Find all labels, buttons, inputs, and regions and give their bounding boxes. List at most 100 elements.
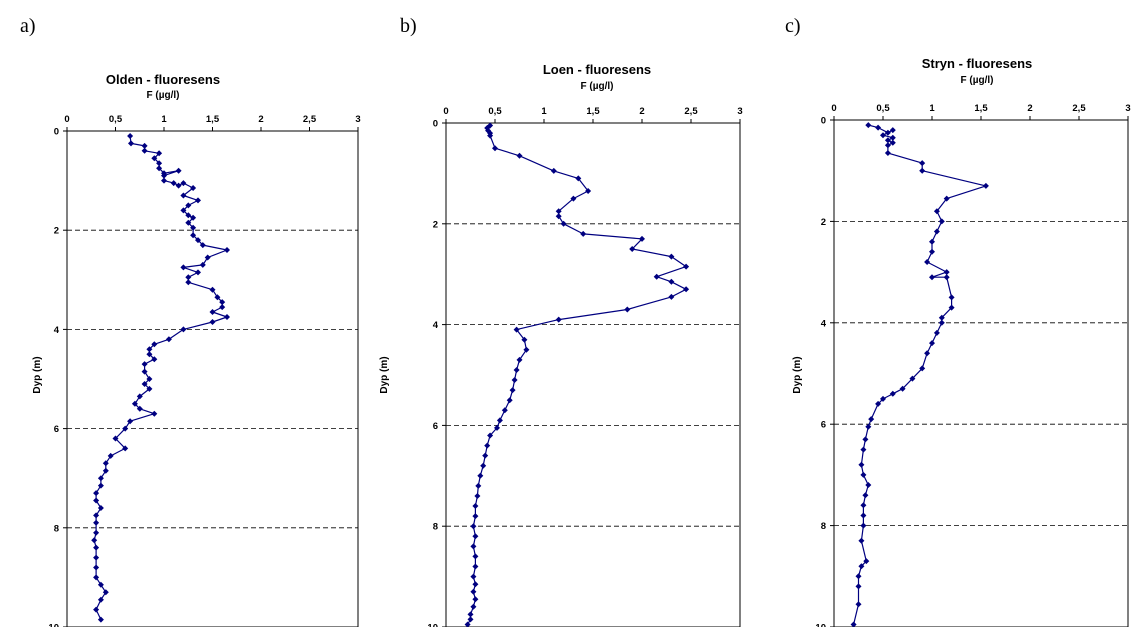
y-tick-label: 2 [54, 226, 59, 237]
data-point [156, 150, 163, 157]
y-tick-label: 2 [433, 219, 438, 230]
data-point [865, 482, 872, 488]
x-tick-label: 1 [541, 106, 547, 117]
data-point [170, 180, 177, 187]
data-point [580, 230, 587, 237]
data-point [195, 237, 201, 244]
y-tick-label: 2 [821, 217, 826, 228]
data-point [127, 418, 134, 425]
data-point [575, 175, 582, 182]
y-axis-title-olden: Dyp (m) [32, 356, 43, 393]
data-point [127, 133, 134, 139]
data-point [982, 182, 989, 189]
data-point [467, 611, 474, 618]
y-tick-label: 4 [821, 318, 827, 329]
y-axis-title-loen: Dyp (m) [379, 356, 390, 393]
data-point [472, 581, 479, 588]
data-point [683, 286, 690, 293]
data-point [91, 537, 98, 544]
data-point [668, 253, 675, 260]
data-point [209, 286, 216, 293]
data-point [480, 462, 487, 469]
data-point [97, 482, 104, 489]
data-point [93, 574, 100, 581]
data-point [855, 573, 862, 580]
x-tick-label: 0 [831, 103, 836, 114]
data-point [209, 319, 216, 325]
x-tick-label: 2,5 [303, 114, 317, 125]
data-point [889, 127, 896, 134]
data-point [629, 246, 636, 252]
data-point [180, 264, 187, 271]
data-point [509, 387, 516, 394]
data-point [889, 390, 896, 397]
data-point [97, 581, 104, 588]
data-point [521, 336, 528, 343]
x-tick-label: 0,5 [876, 103, 890, 114]
y-tick-label: 6 [433, 421, 438, 432]
data-point [860, 446, 867, 453]
chart-panel-stryn: c) Stryn - fluoresens F (µg/l) Dyp (m) 0… [785, 15, 1131, 627]
data-point [933, 228, 940, 235]
data-point [860, 522, 867, 529]
data-point [190, 224, 197, 231]
data-point [487, 132, 494, 139]
data-point [156, 165, 163, 172]
data-point [850, 621, 857, 627]
data-point [938, 314, 945, 321]
data-point [97, 596, 104, 603]
x-tick-label: 3 [737, 106, 742, 117]
data-point [146, 351, 153, 358]
data-point [860, 502, 867, 509]
data-point [484, 442, 491, 449]
data-point [146, 385, 153, 392]
panel-label-c: c) [785, 15, 801, 37]
data-point [165, 336, 172, 343]
data-point [185, 279, 192, 286]
chart-title-olden: Olden - fluoresens [106, 72, 220, 87]
data-point [555, 316, 562, 323]
data-point [219, 299, 226, 306]
data-point [97, 475, 104, 482]
data-point [136, 393, 143, 400]
data-point [128, 140, 134, 147]
data-point [863, 558, 870, 565]
x-tick-label: 1,5 [974, 103, 988, 114]
data-point [102, 467, 109, 474]
data-point [97, 505, 104, 511]
data-point [683, 263, 690, 270]
y-tick-label: 0 [54, 127, 59, 138]
data-point [470, 523, 477, 530]
data-point [195, 197, 201, 204]
data-point [472, 503, 479, 509]
data-point [224, 314, 230, 320]
data-point [472, 533, 479, 540]
data-point [513, 367, 520, 373]
x-tick-label: 2 [258, 114, 263, 125]
data-point [855, 601, 862, 608]
data-point [933, 208, 940, 215]
data-point [919, 365, 926, 372]
data-point [475, 482, 482, 489]
data-point [909, 375, 916, 382]
data-point [190, 185, 197, 191]
data-point [93, 564, 100, 571]
chart-title-loen: Loen - fluoresens [543, 62, 651, 77]
data-point [185, 274, 192, 281]
data-point [868, 416, 875, 423]
plot-area-stryn [833, 119, 1129, 627]
data-point [199, 242, 206, 249]
data-point [919, 167, 926, 174]
data-point [924, 350, 931, 357]
data-point [933, 329, 940, 336]
data-point [919, 160, 926, 167]
data-point [943, 274, 950, 281]
data-point [880, 132, 886, 139]
data-point [472, 563, 479, 570]
data-point [180, 207, 187, 214]
x-tick-label: 2 [639, 106, 644, 117]
x-axis-title-loen: F (µg/l) [581, 81, 614, 92]
data-point [472, 553, 479, 560]
data-point [523, 346, 530, 353]
